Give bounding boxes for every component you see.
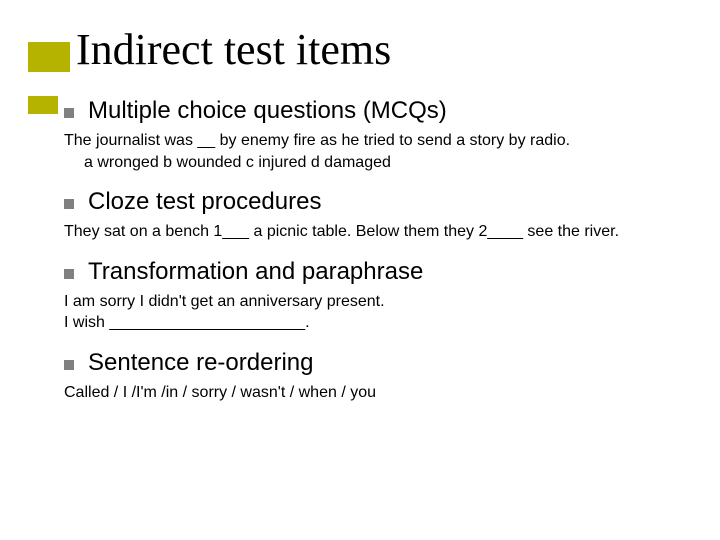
example-line: a wronged b wounded c injured d damaged — [64, 152, 664, 174]
item-heading: Transformation and paraphrase — [88, 257, 423, 287]
bullet-icon — [64, 199, 74, 209]
list-item: Sentence re-ordering — [64, 348, 664, 378]
item-example: I am sorry I didn't get an anniversary p… — [64, 291, 664, 334]
example-line: They sat on a bench 1___ a picnic table.… — [64, 221, 664, 243]
example-line: The journalist was __ by enemy fire as h… — [64, 130, 664, 152]
example-line: I wish ______________________. — [64, 312, 664, 334]
list-item: Cloze test procedures — [64, 187, 664, 217]
item-heading: Cloze test procedures — [88, 187, 321, 217]
accent-block — [28, 96, 58, 114]
bullet-icon — [64, 108, 74, 118]
item-example: Called / I /I'm /in / sorry / wasn't / w… — [64, 382, 664, 404]
item-heading: Multiple choice questions (MCQs) — [88, 96, 447, 126]
slide: Indirect test items Multiple choice ques… — [0, 0, 720, 540]
accent-block — [28, 42, 70, 72]
slide-title: Indirect test items — [76, 24, 391, 75]
example-line: Called / I /I'm /in / sorry / wasn't / w… — [64, 382, 664, 404]
bullet-icon — [64, 360, 74, 370]
example-line: I am sorry I didn't get an anniversary p… — [64, 291, 664, 313]
slide-body: Multiple choice questions (MCQs) The jou… — [64, 92, 664, 418]
bullet-icon — [64, 269, 74, 279]
list-item: Transformation and paraphrase — [64, 257, 664, 287]
list-item: Multiple choice questions (MCQs) — [64, 96, 664, 126]
item-heading: Sentence re-ordering — [88, 348, 313, 378]
item-example: They sat on a bench 1___ a picnic table.… — [64, 221, 664, 243]
item-example: The journalist was __ by enemy fire as h… — [64, 130, 664, 173]
